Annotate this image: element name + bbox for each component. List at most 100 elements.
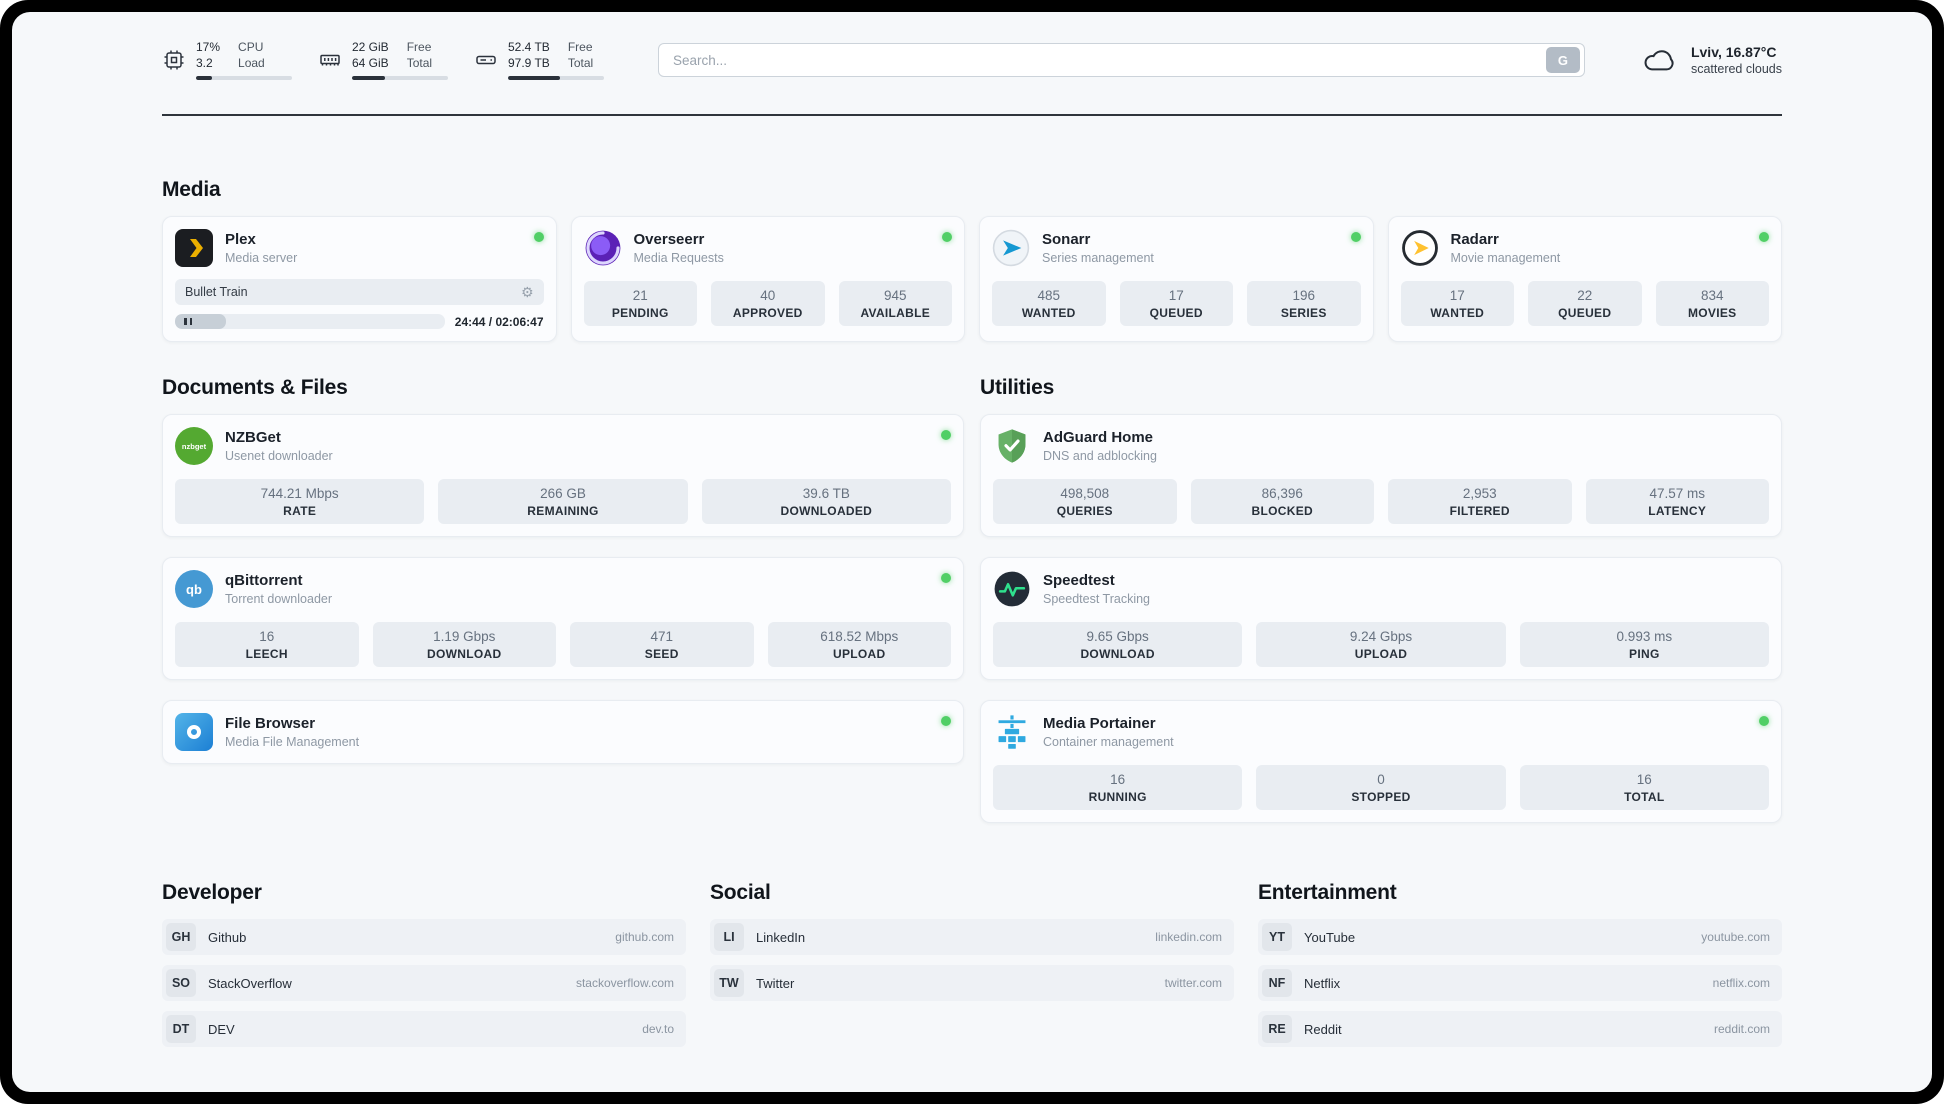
cloud-icon <box>1644 50 1674 71</box>
stat-box: 471 SEED <box>570 622 754 668</box>
app-subtitle: DNS and adblocking <box>1043 449 1157 464</box>
ram-progressbar <box>352 76 448 81</box>
stat-box: 22 QUEUED <box>1528 281 1642 327</box>
stat-box: 834 MOVIES <box>1655 281 1769 327</box>
bookmark-domain: stackoverflow.com <box>575 976 674 991</box>
utilities-column: Utilities AdGuard Home DNS and adblockin… <box>980 376 1782 824</box>
ram-label-1: Free <box>406 40 432 54</box>
bookmark-reddit[interactable]: RE Reddit reddit.com <box>1258 1011 1782 1048</box>
gear-icon[interactable]: ⚙ <box>520 284 534 301</box>
search-engine-button[interactable]: G <box>1545 47 1580 74</box>
app-subtitle: Usenet downloader <box>225 449 333 464</box>
stat-box: 9.65 Gbps DOWNLOAD <box>993 622 1243 668</box>
app-card-adguard[interactable]: AdGuard Home DNS and adblocking 498,508 Q… <box>980 414 1782 538</box>
cpu-load-value: 3.2 <box>196 55 213 70</box>
bookmarks-section: Developer GH Github github.com SO StackO… <box>162 881 1782 1048</box>
app-title: File Browser <box>225 715 316 733</box>
bookmark-name: Github <box>208 929 247 945</box>
status-dot <box>1759 716 1769 727</box>
stat-box: 17 QUEUED <box>1119 281 1233 327</box>
portainer-icon <box>993 713 1031 751</box>
search: G <box>658 43 1585 78</box>
bookmark-twitter[interactable]: TW Twitter twitter.com <box>710 965 1234 1002</box>
bookmark-domain: youtube.com <box>1701 930 1770 945</box>
cpu-percent: 17% <box>196 40 221 54</box>
stat-box: 196 SERIES <box>1247 281 1361 327</box>
plex-icon <box>175 229 213 268</box>
qbittorrent-icon: qb <box>175 570 213 609</box>
ram-total-value: 64 GiB <box>352 55 389 70</box>
bookmark-domain: github.com <box>615 930 674 945</box>
bookmark-name: StackOverflow <box>208 975 292 991</box>
bookmark-youtube[interactable]: YT YouTube youtube.com <box>1258 919 1782 956</box>
bookmark-abbr: YT <box>1262 923 1292 952</box>
sonarr-icon <box>992 229 1030 267</box>
disk-progress-fill <box>508 76 560 81</box>
status-dot <box>1759 232 1769 243</box>
app-title: qBittorrent <box>225 572 303 590</box>
app-card-sonarr[interactable]: Sonarr Series management 485 WANTED 17 QUE… <box>979 216 1374 343</box>
app-card-radarr[interactable]: Radarr Movie management 17 WANTED 22 QUEUE… <box>1387 216 1782 343</box>
disk-total-value: 97.9 TB <box>508 55 550 70</box>
cpu-progressbar <box>196 76 292 81</box>
bookmark-abbr: LI <box>714 923 744 952</box>
playback-progress-fill <box>175 314 227 330</box>
bookmark-netflix[interactable]: NF Netflix netflix.com <box>1258 965 1782 1002</box>
section-heading-developer: Developer <box>162 881 262 905</box>
section-heading-documents: Documents & Files <box>162 376 348 400</box>
app-card-plex[interactable]: Plex Media server Bullet Train ⚙ 24:44 /… <box>162 216 557 343</box>
stat-box: 86,396 BLOCKED <box>1190 479 1374 525</box>
nzbget-icon-label: nzbget <box>181 441 207 451</box>
app-card-qbittorrent[interactable]: qb qBittorrent Torrent downloader 16 LEEC… <box>162 557 964 681</box>
status-dot <box>1350 232 1361 243</box>
nzbget-icon: nzbget <box>175 427 213 466</box>
app-title: Sonarr <box>1042 231 1091 249</box>
documents-column: Documents & Files nzbget NZBGet Usenet d… <box>162 376 964 823</box>
search-input[interactable] <box>658 43 1585 78</box>
app-title: Speedtest <box>1043 572 1115 590</box>
disk-icon <box>476 55 496 65</box>
playback-progressbar[interactable] <box>175 314 445 330</box>
cpu-progress-fill <box>196 76 213 81</box>
pause-icon[interactable] <box>184 318 192 326</box>
stat-box: 40 APPROVED <box>711 281 825 327</box>
app-subtitle: Torrent downloader <box>225 592 333 607</box>
stat-box: 618.52 Mbps UPLOAD <box>767 622 951 668</box>
media-grid: Plex Media server Bullet Train ⚙ 24:44 /… <box>162 216 1782 343</box>
stat-box: 1.19 Gbps DOWNLOAD <box>372 622 556 668</box>
app-card-portainer[interactable]: Media Portainer Container management 16 R… <box>980 700 1782 824</box>
app-title: Media Portainer <box>1043 715 1156 733</box>
overseerr-icon <box>584 229 622 267</box>
status-dot <box>941 573 951 584</box>
status-dot <box>533 232 544 243</box>
bookmark-abbr: NF <box>1262 969 1292 998</box>
bookmark-abbr: TW <box>714 969 744 998</box>
app-card-filebrowser[interactable]: File Browser Media File Management <box>162 700 964 765</box>
app-title: AdGuard Home <box>1043 429 1154 447</box>
stat-box: 9.24 Gbps UPLOAD <box>1256 622 1506 668</box>
bookmark-dev[interactable]: DT DEV dev.to <box>162 1011 686 1048</box>
weather-condition: scattered clouds <box>1690 62 1782 77</box>
bookmarks-developer: Developer GH Github github.com SO StackO… <box>162 881 686 1048</box>
bookmark-github[interactable]: GH Github github.com <box>162 919 686 956</box>
bookmark-domain: linkedin.com <box>1155 930 1222 945</box>
bookmark-abbr: SO <box>166 969 196 998</box>
stat-box: 498,508 QUERIES <box>993 479 1177 525</box>
app-card-overseerr[interactable]: Overseerr Media Requests 21 PENDING 40 APP… <box>570 216 965 343</box>
app-subtitle: Speedtest Tracking <box>1043 592 1151 607</box>
bookmark-linkedin[interactable]: LI LinkedIn linkedin.com <box>710 919 1234 956</box>
stat-box: 2,953 FILTERED <box>1388 479 1572 525</box>
now-playing-title: Bullet Train <box>185 285 248 300</box>
app-title: Overseerr <box>633 231 705 249</box>
cpu-monitor: 17% 3.2 CPU Load <box>162 40 292 81</box>
app-title: Plex <box>225 231 256 249</box>
app-subtitle: Series management <box>1042 251 1154 266</box>
stat-box: 16 LEECH <box>175 622 359 668</box>
app-card-nzbget[interactable]: nzbget NZBGet Usenet downloader 744.21 M… <box>162 414 964 538</box>
stat-box: 21 PENDING <box>583 281 697 327</box>
filebrowser-icon <box>175 713 213 752</box>
app-card-speedtest[interactable]: Speedtest Speedtest Tracking 9.65 Gbps DO… <box>980 557 1782 681</box>
disk-progressbar <box>508 76 604 81</box>
stat-box: 47.57 ms LATENCY <box>1585 479 1769 525</box>
bookmark-stackoverflow[interactable]: SO StackOverflow stackoverflow.com <box>162 965 686 1002</box>
